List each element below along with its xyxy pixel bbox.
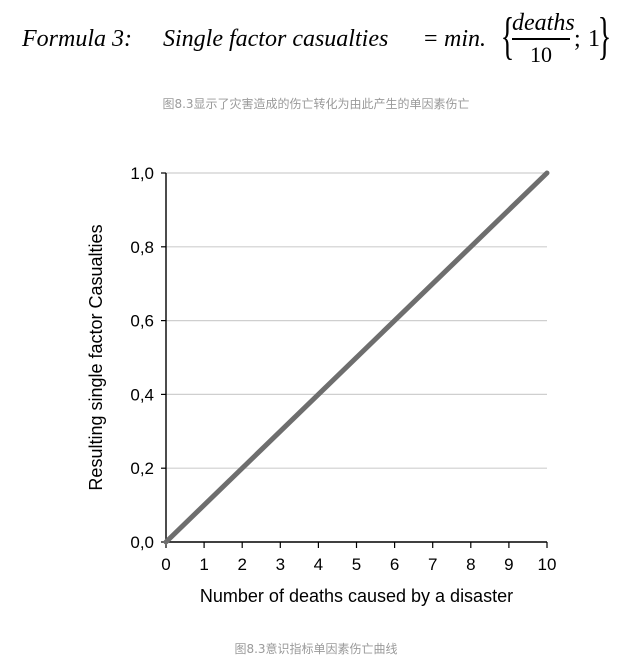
formula-one: 1 [588,26,600,52]
formula-left-brace: { [500,8,515,65]
x-tick-label: 8 [466,555,475,574]
x-tick-label: 2 [237,555,246,574]
x-tick-label: 4 [314,555,323,574]
y-tick-label: 0,4 [130,385,154,404]
x-tick-label: 5 [352,555,361,574]
y-tick-label: 0,2 [130,459,154,478]
x-tick-label: 1 [199,555,208,574]
formula-fraction-bar [512,38,570,40]
y-tick-label: 1,0 [130,164,154,183]
series-line [163,170,550,545]
x-tick-label: 6 [390,555,399,574]
x-tick-label: 9 [504,555,513,574]
x-tick-label: 3 [276,555,285,574]
y-tick-label: 0,8 [130,238,154,257]
y-tick-label: 0,0 [130,533,154,552]
y-tick-label: 0,6 [130,312,154,331]
formula-min: min. [444,26,486,52]
formula-semicolon: ; [574,26,581,52]
formula-label: Formula 3: [22,26,132,52]
formula-numerator: deaths [512,10,575,36]
formula-equals: = [424,26,438,52]
caption-bottom: 图8.3意识指标单因素伤亡曲线 [234,642,398,656]
formula-right-brace: } [597,8,612,65]
formula-fraction: deaths 10 [512,10,575,68]
y-axis-title: Resulting single factor Casualties [86,224,106,490]
line-chart: 0,0 0,2 0,4 0,6 0,8 1,0 0 1 2 3 4 5 6 7 8 9 10 Number of … [80,150,580,620]
formula-denominator: 10 [530,41,552,67]
x-tick-label: 0 [161,555,170,574]
chart-svg: 0,0 0,2 0,4 0,6 0,8 1,0 0 1 2 3 4 5 6 7 8 9 10 Number of … [86,164,557,606]
x-tick-label: 10 [538,555,557,574]
formula: Formula 3: Single factor casualties = mi… [22,8,612,70]
x-axis-title: Number of deaths caused by a disaster [200,586,513,606]
formula-lhs: Single factor casualties [163,26,389,52]
caption-top: 图8.3显示了灾害造成的伤亡转化为由此产生的单因素伤亡 [162,97,470,111]
x-tick-label: 7 [428,555,437,574]
